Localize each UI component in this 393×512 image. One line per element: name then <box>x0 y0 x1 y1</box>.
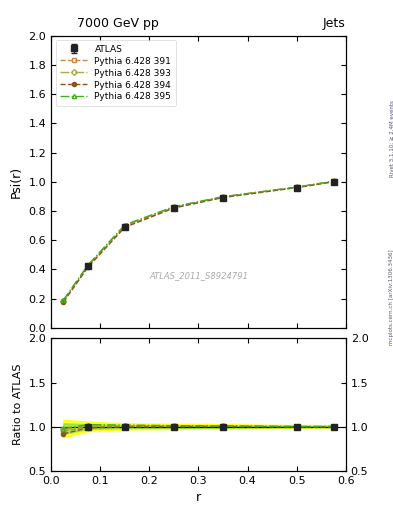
Line: Pythia 6.428 394: Pythia 6.428 394 <box>61 180 336 304</box>
Pythia 6.428 391 <box>172 204 176 210</box>
Text: Rivet 3.1.10; ≥ 2.4M events: Rivet 3.1.10; ≥ 2.4M events <box>389 100 393 177</box>
Pythia 6.428 393 <box>86 263 90 269</box>
Pythia 6.428 391 <box>331 178 336 184</box>
Pythia 6.428 393 <box>172 204 176 210</box>
Pythia 6.428 391 <box>86 263 90 269</box>
Pythia 6.428 395 <box>61 297 66 303</box>
Line: Pythia 6.428 395: Pythia 6.428 395 <box>61 179 336 302</box>
Text: mcplots.cern.ch [arXiv:1306.3436]: mcplots.cern.ch [arXiv:1306.3436] <box>389 249 393 345</box>
Pythia 6.428 394 <box>61 299 66 305</box>
Pythia 6.428 395 <box>294 184 299 190</box>
Pythia 6.428 393 <box>294 184 299 190</box>
Text: 7000 GeV pp: 7000 GeV pp <box>77 16 159 30</box>
Pythia 6.428 394 <box>221 195 226 201</box>
Pythia 6.428 394 <box>331 179 336 185</box>
Pythia 6.428 395 <box>221 194 226 200</box>
Text: Jets: Jets <box>323 16 346 30</box>
Pythia 6.428 395 <box>123 222 127 228</box>
Pythia 6.428 395 <box>331 178 336 184</box>
Line: Pythia 6.428 391: Pythia 6.428 391 <box>61 179 336 304</box>
Text: ATLAS_2011_S8924791: ATLAS_2011_S8924791 <box>149 271 248 280</box>
Pythia 6.428 393 <box>61 297 66 304</box>
Y-axis label: Ratio to ATLAS: Ratio to ATLAS <box>13 364 23 445</box>
Y-axis label: Psi(r): Psi(r) <box>10 166 23 198</box>
Line: Pythia 6.428 393: Pythia 6.428 393 <box>61 179 336 303</box>
Legend: ATLAS, Pythia 6.428 391, Pythia 6.428 393, Pythia 6.428 394, Pythia 6.428 395: ATLAS, Pythia 6.428 391, Pythia 6.428 39… <box>55 40 176 106</box>
Pythia 6.428 391 <box>61 298 66 305</box>
Pythia 6.428 394 <box>123 224 127 230</box>
Pythia 6.428 394 <box>172 205 176 211</box>
Pythia 6.428 394 <box>86 264 90 270</box>
Pythia 6.428 395 <box>172 204 176 210</box>
Pythia 6.428 393 <box>221 194 226 200</box>
Pythia 6.428 395 <box>86 262 90 268</box>
X-axis label: r: r <box>196 492 201 504</box>
Pythia 6.428 393 <box>123 223 127 229</box>
Pythia 6.428 394 <box>294 184 299 190</box>
Pythia 6.428 391 <box>221 194 226 200</box>
Pythia 6.428 393 <box>331 178 336 184</box>
Pythia 6.428 391 <box>294 184 299 190</box>
Pythia 6.428 391 <box>123 223 127 229</box>
